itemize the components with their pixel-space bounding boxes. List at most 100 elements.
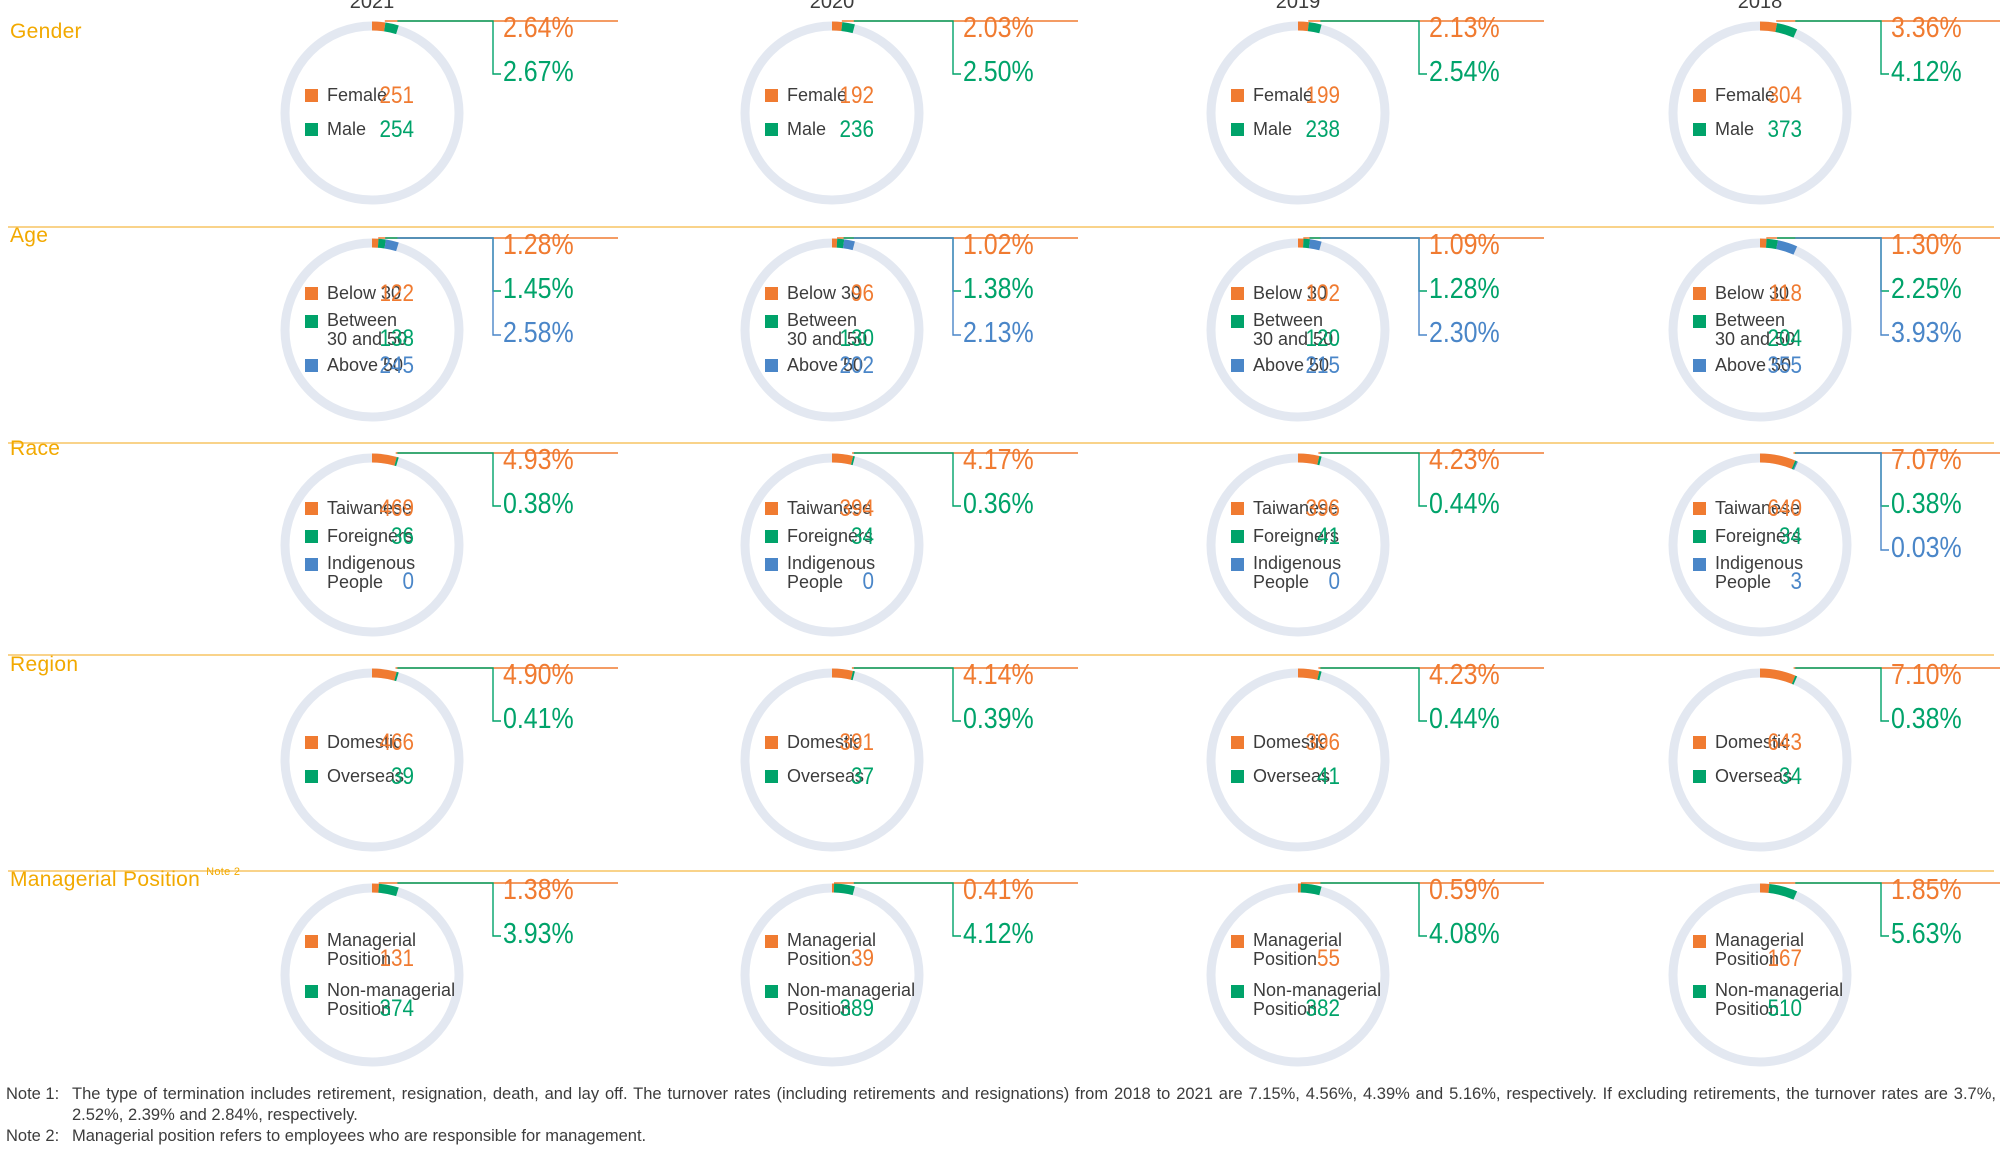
legend-gender-2021-male-value: 254 [379, 116, 414, 143]
rate-label-race-2018-taiwanese: 7.07% [1891, 444, 1962, 476]
legend-age-2018-between-30-and-50-swatch [1693, 315, 1706, 328]
legend-age-2021-between-30-and-50-swatch [305, 315, 318, 328]
rate-label-age-2021-between-30-and-50: 1.45% [503, 273, 574, 305]
leader-age-2019-2 [1320, 237, 1427, 336]
legend-age-2018-below-30-value: 118 [1769, 280, 1802, 307]
legend-age-2020-above-50-swatch [765, 359, 778, 372]
legend-race-2019-taiwanese-value: 396 [1305, 495, 1340, 522]
leader-managerial-position-2018-1 [1795, 882, 1889, 937]
ring-region-2018 [1668, 668, 1852, 852]
legend-race-2019-foreigners-value: 41 [1317, 523, 1340, 550]
legend-age-2018-above-50-label: Above 50 [1715, 355, 1792, 375]
legend-region-2020-overseas-label: Overseas [787, 766, 865, 786]
legend-race-2020-foreigners-value: 34 [851, 523, 874, 550]
leader-age-2018-2 [1795, 237, 1889, 336]
footnotes: Note 1: The type of termination includes… [6, 1084, 1996, 1147]
leader-region-2018-1 [1795, 667, 1889, 722]
legend-race-2019-indigenous-people-label: Indigenous People [1253, 553, 1342, 592]
legend-managerial-position-2018-non-managerial-position-value: 510 [1767, 995, 1802, 1022]
arc-race-2019-taiwanese [1297, 453, 1320, 465]
legend-race-2020-indigenous-people-value: 0 [862, 568, 874, 595]
legend-age-2019-below-30-label: Below 30 [1253, 283, 1328, 303]
legend-managerial-position-2019-non-managerial-position-value: 382 [1305, 995, 1340, 1022]
legend-region-2021-overseas-value: 39 [391, 763, 414, 790]
arc-age-2018-above-50 [1776, 240, 1798, 255]
legend-region-2020-overseas-value: 37 [851, 763, 874, 790]
arc-race-2018-foreigners [1791, 460, 1797, 470]
row-label-race: Race [10, 437, 61, 460]
ring-managerial-position-2018 [1668, 883, 1852, 1067]
arc-age-2019-between-30-and-50 [1302, 238, 1311, 249]
legend-race-2020-taiwanese-value: 394 [839, 495, 874, 522]
rate-label-managerial-position-2019-managerial-position: 0.59% [1429, 874, 1500, 906]
leader-region-2020-1 [853, 667, 961, 722]
legend-managerial-position-2018-managerial-position-value: 167 [1767, 945, 1802, 972]
legend-managerial-position-2018-managerial-position-swatch [1693, 935, 1706, 948]
rate-label-managerial-position-2020-managerial-position: 0.41% [963, 874, 1034, 906]
arc-race-2021-taiwanese [371, 453, 397, 466]
rate-label-race-2018-indigenous-people: 0.03% [1891, 532, 1962, 564]
legend-managerial-position-2019-managerial-position-swatch [1231, 935, 1244, 948]
legend-gender-2018-female-value: 304 [1767, 82, 1802, 109]
note-1-text: The type of termination includes retirem… [72, 1085, 1996, 1124]
legend-region-2019-overseas-value: 41 [1317, 763, 1340, 790]
legend-age-2020-between-30-and-50-value: 130 [839, 325, 874, 352]
legend-region-2021-domestic-label: Domestic [327, 732, 403, 752]
rate-label-age-2021-above-50: 2.58% [503, 317, 574, 349]
arc-region-2020-domestic [831, 668, 853, 680]
leader-managerial-position-2020-1 [853, 882, 961, 937]
legend-age-2021-above-50-value: 245 [379, 352, 414, 379]
note-2-text: Managerial position refers to employees … [72, 1127, 647, 1145]
year-header-2019: 2019 [1275, 0, 1321, 13]
legend-gender-2021-female-swatch [305, 89, 318, 102]
legend-age-2019-above-50-value: 215 [1305, 352, 1340, 379]
legend-region-2020-domestic-swatch [765, 736, 778, 749]
legend-managerial-position-2018-non-managerial-position-swatch [1693, 985, 1706, 998]
rate-label-race-2021-foreigners: 0.38% [503, 488, 574, 520]
arc-age-2020-above-50 [842, 239, 855, 251]
arc-gender-2018-female [1759, 21, 1778, 32]
legend-gender-2020-male-swatch [765, 123, 778, 136]
ring-gender-2019 [1206, 21, 1390, 205]
arc-managerial-position-2019-non-managerial-position [1300, 883, 1322, 896]
legend-race-2021-foreigners-value: 36 [391, 523, 414, 550]
leader-race-2018-2 [1796, 452, 1889, 551]
legend-managerial-position-2021-managerial-position-value: 131 [379, 945, 414, 972]
legend-race-2021-taiwanese-swatch [305, 502, 318, 515]
rate-label-region-2019-overseas: 0.44% [1429, 703, 1500, 735]
rate-label-managerial-position-2019-non-managerial-position: 4.08% [1429, 918, 1500, 950]
rate-label-gender-2020-male: 2.50% [963, 56, 1034, 88]
legend-age-2018-below-30-label: Below 30 [1715, 283, 1790, 303]
rate-label-region-2018-domestic: 7.10% [1891, 659, 1962, 691]
rate-label-age-2021-below-30: 1.28% [503, 229, 574, 261]
legend-age-2019-between-30-and-50-label: Between 30 and 50 [1253, 310, 1334, 349]
legend-age-2021-below-30-swatch [305, 287, 318, 300]
rate-label-region-2021-domestic: 4.90% [503, 659, 574, 691]
legend-race-2018-taiwanese-swatch [1693, 502, 1706, 515]
rate-label-managerial-position-2021-non-managerial-position: 3.93% [503, 918, 574, 950]
legend-region-2021-overseas-swatch [305, 770, 318, 783]
legend-age-2019-below-30-swatch [1231, 287, 1244, 300]
legend-region-2019-domestic-value: 396 [1305, 729, 1340, 756]
legend-region-2018-domestic-swatch [1693, 736, 1706, 749]
legend-gender-2020-female-label: Female [787, 85, 848, 105]
legend-race-2020-indigenous-people-label: Indigenous People [787, 553, 876, 592]
note-1: Note 1: The type of termination includes… [6, 1084, 1996, 1126]
legend-managerial-position-2021-managerial-position-label: Managerial Position [327, 930, 417, 969]
legend-age-2021-between-30-and-50-value: 138 [379, 325, 414, 352]
rate-label-age-2019-above-50: 2.30% [1429, 317, 1500, 349]
legend-managerial-position-2020-managerial-position-label: Managerial Position [787, 930, 877, 969]
legend-gender-2019-male-swatch [1231, 123, 1244, 136]
legend-race-2018-foreigners-value: 34 [1779, 523, 1802, 550]
legend-region-2018-overseas-label: Overseas [1715, 766, 1793, 786]
legend-race-2018-foreigners-swatch [1693, 530, 1706, 543]
legend-age-2019-above-50-swatch [1231, 359, 1244, 372]
legend-region-2020-domestic-value: 391 [839, 729, 874, 756]
rate-label-region-2019-domestic: 4.23% [1429, 659, 1500, 691]
legend-region-2018-overseas-swatch [1693, 770, 1706, 783]
legend-managerial-position-2018-non-managerial-position-label: Non-managerial Position [1715, 980, 1844, 1019]
legend-race-2018-taiwanese-label: Taiwanese [1715, 498, 1801, 518]
rate-label-gender-2019-male: 2.54% [1429, 56, 1500, 88]
